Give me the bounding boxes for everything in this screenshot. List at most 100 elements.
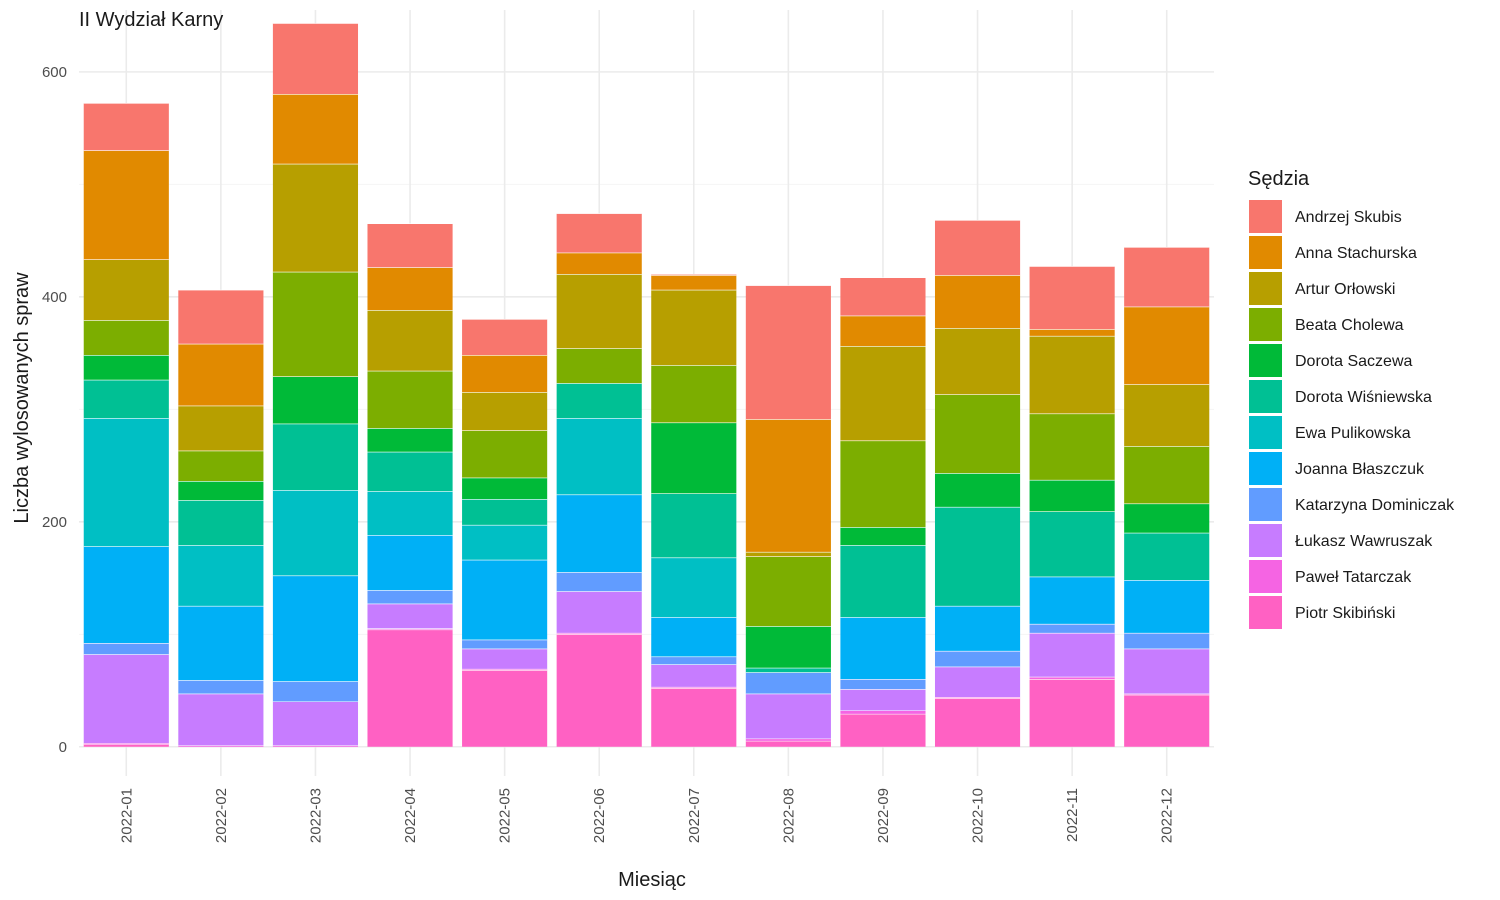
bar-segment: [367, 452, 453, 492]
bar-segment: [1124, 648, 1210, 694]
bar-segment: [840, 527, 926, 546]
bar-segment: [745, 419, 831, 553]
legend-label: Artur Orłowski: [1295, 281, 1395, 298]
bar-segment: [1029, 413, 1115, 481]
bar-segment: [1029, 480, 1115, 512]
bar-segment: [462, 560, 548, 640]
bar-segment: [840, 545, 926, 618]
bar-segment: [83, 643, 169, 655]
bar-segment: [651, 656, 737, 665]
bar-segment: [556, 252, 642, 275]
bar-segment: [745, 738, 831, 742]
bar-segment: [745, 668, 831, 673]
bar-segment: [367, 491, 453, 536]
bar-segment: [934, 666, 1021, 698]
legend-swatch: [1249, 344, 1282, 377]
bar-segment: [556, 591, 642, 634]
x-tick-label: 2022-10: [970, 788, 987, 843]
bar-segment: [651, 664, 737, 688]
bar-segment: [272, 701, 359, 746]
bar-segment: [272, 94, 359, 165]
bar-segment: [367, 310, 453, 372]
x-tick-label: 2022-05: [497, 788, 514, 843]
bar-segment: [934, 275, 1021, 329]
legend-swatch: [1249, 596, 1282, 629]
x-tick-label: 2022-03: [307, 788, 324, 843]
bar-segment: [840, 277, 926, 316]
bar-segment: [651, 493, 737, 558]
bar-segment: [745, 741, 831, 747]
x-tick-label: 2022-01: [118, 788, 135, 843]
bar-segment: [934, 328, 1021, 395]
bar-segment: [367, 590, 453, 604]
chart-title: II Wydział Karny: [79, 9, 223, 31]
bar-segment: [1124, 384, 1210, 447]
bar-segment: [556, 494, 642, 573]
bar-segment: [178, 745, 264, 747]
bars: [83, 23, 1210, 747]
bar-segment: [840, 346, 926, 441]
bar-segment: [272, 164, 359, 273]
bar-segment: [367, 371, 453, 429]
bar-segment: [367, 267, 453, 311]
y-axis-ticks: 0 200 400 600: [42, 64, 67, 756]
bar-segment: [1029, 633, 1115, 678]
bar-segment: [1124, 695, 1210, 747]
bar-segment: [1124, 446, 1210, 504]
bar-segment: [367, 629, 453, 747]
bar-segment: [556, 383, 642, 419]
legend-swatch: [1249, 272, 1282, 305]
bar-segment: [272, 376, 359, 424]
legend-label: Anna Stachurska: [1295, 245, 1417, 262]
bar-segment: [462, 499, 548, 526]
bar-segment: [178, 450, 264, 482]
bar-segment: [745, 693, 831, 739]
bar-segment: [934, 697, 1021, 699]
bar-segment: [83, 320, 169, 356]
bar-segment: [556, 348, 642, 384]
bar-segment: [178, 545, 264, 607]
bar-segment: [83, 355, 169, 381]
bar-segment: [83, 418, 169, 547]
bar-segment: [462, 669, 548, 671]
bar-segment: [1029, 677, 1115, 680]
bar-segment: [840, 679, 926, 690]
bar-segment: [556, 418, 642, 495]
legend-swatch: [1249, 488, 1282, 521]
legend-label: Andrzej Skubis: [1295, 209, 1402, 226]
bar-segment: [462, 670, 548, 747]
x-tick-label: 2022-09: [875, 788, 892, 843]
bar-segment: [178, 481, 264, 501]
legend-swatch: [1249, 308, 1282, 341]
bar-segment: [934, 606, 1021, 652]
x-tick-label: 2022-07: [686, 788, 703, 843]
bar-segment: [745, 626, 831, 669]
bar-segment: [1124, 503, 1210, 534]
bar-segment: [83, 103, 169, 151]
bar-segment: [367, 223, 453, 268]
bar-segment: [840, 315, 926, 347]
bar-segment: [83, 743, 169, 745]
bar-segment: [178, 344, 264, 406]
legend: Sędzia Andrzej Skubis Anna Stachurska Artu…: [1248, 168, 1455, 629]
x-tick-label: 2022-04: [402, 788, 419, 843]
bar-segment: [178, 500, 264, 546]
legend-swatch: [1249, 524, 1282, 557]
bar-segment: [272, 681, 359, 702]
bar-segment: [1124, 533, 1210, 581]
y-axis-title: Liczba wylosowanych spraw: [11, 272, 33, 524]
bar-segment: [1029, 679, 1115, 747]
bar-segment: [178, 606, 264, 681]
bar-segment: [745, 672, 831, 694]
bar-segment: [367, 603, 453, 629]
x-axis-title: Miesiąc: [618, 869, 686, 891]
legend-label: Łukasz Wawruszak: [1295, 533, 1433, 550]
bar-segment: [462, 477, 548, 500]
bar-segment: [556, 634, 642, 747]
legend-swatch: [1249, 200, 1282, 233]
legend-label: Beata Cholewa: [1295, 317, 1404, 334]
bar-segment: [651, 274, 737, 276]
bar-segment: [272, 272, 359, 377]
bar-segment: [83, 380, 169, 419]
bar-segment: [83, 654, 169, 744]
